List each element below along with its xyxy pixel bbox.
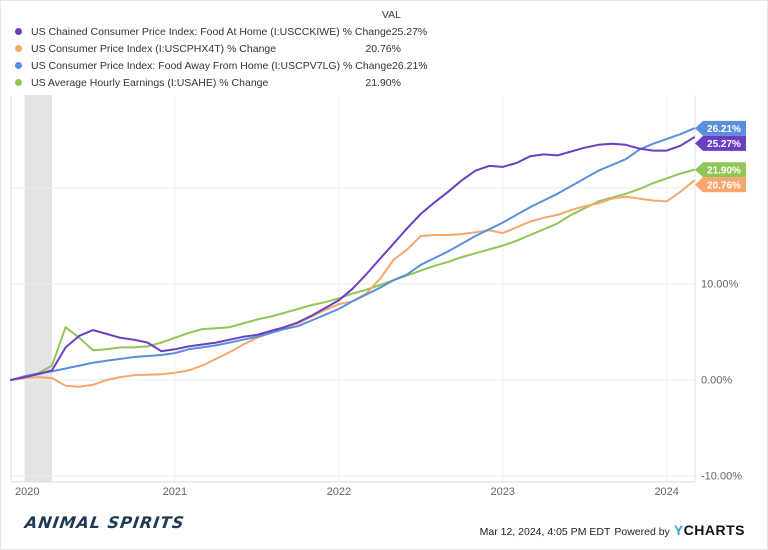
end-value-tag-label: 21.90% xyxy=(707,165,741,176)
series-color-dot xyxy=(15,62,22,69)
end-value-tag-label: 25.27% xyxy=(707,139,741,150)
series-line-3 xyxy=(10,136,695,381)
ycharts-logo: YCHARTS xyxy=(673,522,745,538)
legend-item-value: 26.21% xyxy=(392,59,428,72)
y-axis-label: -10.00% xyxy=(701,471,742,483)
legend-item-value: 21.90% xyxy=(365,76,401,89)
timestamp: Mar 12, 2024, 4:05 PM EDT xyxy=(479,526,611,538)
x-axis-label: 2024 xyxy=(654,486,678,498)
legend-header: VAL xyxy=(15,7,401,23)
x-axis-label: 2020 xyxy=(15,486,39,498)
series-line-2 xyxy=(10,127,695,381)
legend-item: US Average Hourly Earnings (I:USAHE) % C… xyxy=(15,74,401,91)
legend-item-label: US Average Hourly Earnings (I:USAHE) % C… xyxy=(31,76,269,89)
y-axis-label: 0.00% xyxy=(701,375,732,387)
end-value-tag xyxy=(695,135,746,151)
series-color-dot xyxy=(15,45,22,52)
y-axis-label: 10.00% xyxy=(701,279,739,291)
x-axis-label: 2022 xyxy=(327,486,351,498)
end-value-tag xyxy=(695,120,746,136)
legend: VAL US Chained Consumer Price Index: Foo… xyxy=(15,7,428,91)
end-value-tag xyxy=(695,177,746,193)
legend-item-label: US Chained Consumer Price Index: Food At… xyxy=(31,25,392,38)
powered-by-label: Powered by xyxy=(614,526,670,538)
legend-item: US Consumer Price Index: Food Away From … xyxy=(15,57,428,74)
footer-stamp: Mar 12, 2024, 4:05 PM EDT Powered by YCH… xyxy=(480,522,745,538)
x-axis-label: 2023 xyxy=(491,486,515,498)
end-value-tag xyxy=(695,162,746,178)
animal-spirits-logo: ANIMAL SPIRITS xyxy=(23,513,187,532)
end-value-tag-label: 20.76% xyxy=(707,180,741,191)
legend-item-value: 25.27% xyxy=(391,25,428,38)
end-value-tag-label: 26.21% xyxy=(707,124,741,135)
recession-band xyxy=(24,95,52,482)
legend-item: US Chained Consumer Price Index: Food At… xyxy=(15,23,427,40)
legend-item-label: US Consumer Price Index: Food Away From … xyxy=(31,59,393,72)
legend-item-value: 20.76% xyxy=(365,42,401,55)
legend-item-label: US Consumer Price Index (I:USCPHX4T) % C… xyxy=(31,42,277,55)
x-axis-label: 2021 xyxy=(163,486,187,498)
series-line-0 xyxy=(10,168,695,381)
series-color-dot xyxy=(15,28,22,35)
legend-val-column-header: VAL xyxy=(381,9,401,21)
legend-item: US Consumer Price Index (I:USCPHX4T) % C… xyxy=(15,40,401,57)
series-color-dot xyxy=(15,79,22,86)
